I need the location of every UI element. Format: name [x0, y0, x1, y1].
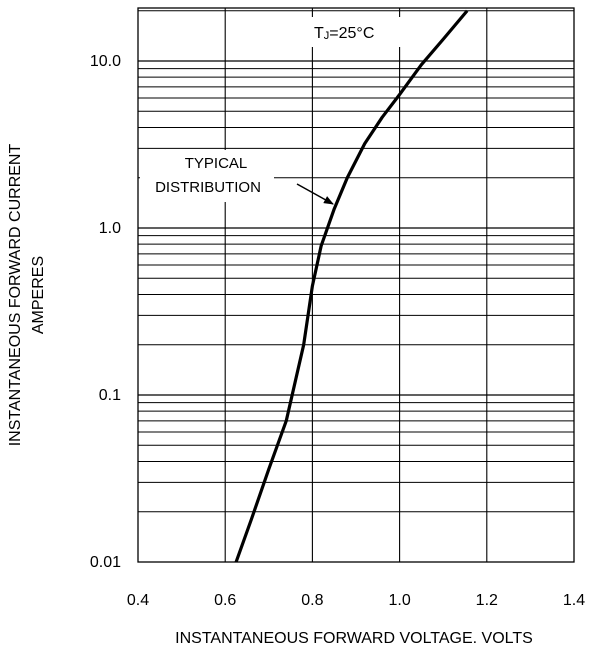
y-tick-label: 0.1 [99, 387, 121, 404]
x-tick-label: 1.0 [388, 592, 410, 609]
x-tick-label: 1.2 [476, 592, 498, 609]
temperature-subscript: J [324, 30, 330, 42]
typical-distribution-line-1: TYPICAL [185, 155, 248, 172]
y-tick-label: 10.0 [90, 53, 121, 70]
y-tick-label: 1.0 [99, 220, 121, 237]
series-layer [234, 9, 469, 563]
tick-label-layer: 0.4 0.6 0.8 1.0 1.2 1.4 0.01 0.1 1.0 10.0 [90, 53, 585, 609]
typical-distribution-line-2: DISTRIBUTION [155, 179, 261, 196]
x-tick-label: 0.8 [301, 592, 323, 609]
temperature-annotation: TJ=25°C [310, 17, 412, 47]
typical-distribution-background [140, 150, 274, 202]
typical-distribution-arrow [296, 183, 334, 205]
y-axis-title-line-2: AMPERES [30, 256, 47, 334]
forward-current-curve [234, 9, 469, 563]
x-tick-label: 0.4 [127, 592, 149, 609]
temperature-value: =25°C [329, 25, 374, 42]
typical-distribution-annotation: TYPICAL DISTRIBUTION [140, 150, 334, 205]
x-tick-label: 0.6 [214, 592, 236, 609]
grid-layer [138, 8, 574, 562]
temperature-symbol: T [314, 25, 324, 42]
y-axis-title-line-1: INSTANTANEOUS FORWARD CURRENT [7, 144, 24, 447]
x-axis-title: INSTANTANEOUS FORWARD VOLTAGE. VOLTS [175, 630, 533, 647]
temperature-annotation-text: TJ=25°C [314, 25, 374, 42]
plot-frame [137, 7, 575, 563]
x-tick-label: 1.4 [563, 592, 585, 609]
temperature-annotation-background [310, 17, 412, 47]
y-tick-label: 0.01 [90, 554, 121, 571]
